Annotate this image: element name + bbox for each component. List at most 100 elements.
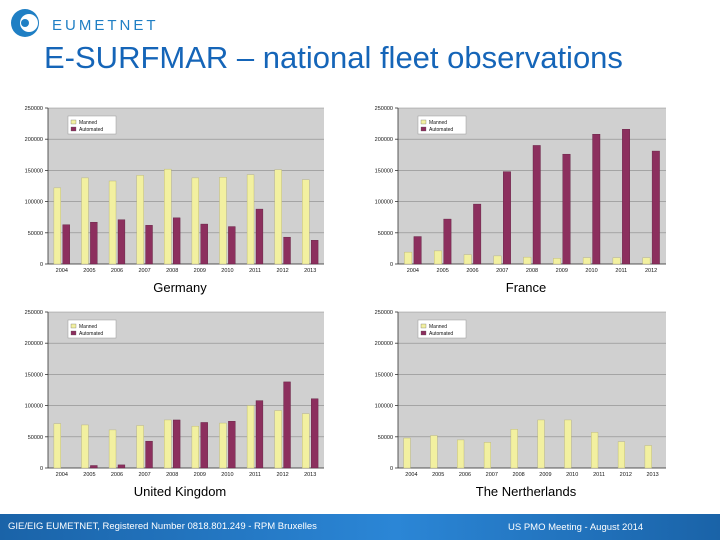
- x-tick-label: 2011: [615, 268, 627, 274]
- bar-manned: [564, 419, 572, 469]
- x-tick-label: 2008: [166, 472, 178, 478]
- x-tick-label: 2005: [437, 268, 449, 274]
- y-tick-label: 50000: [378, 231, 393, 237]
- x-tick-label: 2009: [194, 472, 206, 478]
- x-tick-label: 2012: [620, 472, 632, 478]
- x-tick-label: 2005: [83, 472, 95, 478]
- bar-automated: [283, 381, 291, 469]
- y-tick-label: 200000: [25, 341, 43, 347]
- bar-automated: [172, 217, 181, 265]
- x-tick-label: 2012: [276, 268, 288, 274]
- legend-label-automated: Automated: [429, 331, 453, 337]
- y-tick-label: 50000: [378, 435, 393, 441]
- x-tick-label: 2006: [459, 472, 471, 478]
- legend-swatch-manned: [70, 323, 77, 329]
- x-tick-label: 2004: [405, 472, 417, 478]
- x-tick-label: 2011: [249, 472, 261, 478]
- y-tick-label: 100000: [375, 200, 393, 206]
- bar-manned: [53, 187, 62, 265]
- bar-manned: [591, 432, 599, 469]
- x-tick-label: 2006: [466, 268, 478, 274]
- bar-automated: [228, 226, 236, 265]
- bar-automated: [228, 420, 236, 469]
- y-tick-label: 250000: [375, 310, 393, 316]
- bar-manned: [302, 413, 310, 469]
- x-tick-label: 2007: [486, 472, 498, 478]
- eumetnet-logo: EUMETNET: [8, 6, 168, 40]
- bar-manned: [644, 445, 652, 469]
- bar-automated: [90, 221, 98, 265]
- legend-box: [417, 115, 467, 135]
- bar-automated: [255, 208, 264, 265]
- x-tick-label: 2013: [304, 472, 316, 478]
- bar-automated: [145, 225, 153, 265]
- bar-manned: [430, 435, 438, 469]
- bar-manned: [191, 425, 199, 469]
- x-tick-label: 2007: [138, 268, 150, 274]
- y-tick-label: 150000: [25, 372, 43, 378]
- x-tick-label: 2006: [111, 472, 123, 478]
- legend-swatch-automated: [420, 330, 427, 336]
- bar-manned: [434, 250, 442, 265]
- bar-automated: [592, 134, 601, 265]
- bar-automated: [283, 236, 291, 265]
- x-tick-label: 2007: [138, 472, 150, 478]
- bar-manned: [164, 168, 172, 265]
- bar-manned: [108, 429, 117, 469]
- bar-manned: [463, 254, 472, 265]
- bar-automated: [443, 218, 452, 265]
- bar-manned: [537, 419, 545, 469]
- legend-label-manned: Manned: [79, 324, 97, 330]
- legend-box: [417, 319, 467, 339]
- bar-manned: [164, 419, 172, 469]
- x-tick-label: 2008: [512, 472, 524, 478]
- y-tick-label: 150000: [375, 372, 393, 378]
- bar-manned: [483, 442, 491, 469]
- bar-automated: [503, 171, 511, 265]
- bar-manned: [81, 424, 89, 469]
- y-tick-label: 0: [390, 262, 393, 268]
- bar-automated: [90, 465, 98, 469]
- bar-manned: [642, 257, 651, 265]
- eumetnet-logo-icon: [11, 9, 39, 37]
- legend-swatch-manned: [70, 119, 77, 125]
- bar-automated: [651, 150, 660, 265]
- chart-caption-france: France: [505, 280, 547, 295]
- x-tick-label: 2010: [221, 268, 233, 274]
- y-tick-label: 250000: [375, 106, 393, 112]
- x-tick-label: 2006: [111, 268, 123, 274]
- chart-caption-netherlands: The Nertherlands: [475, 484, 577, 499]
- y-tick-label: 100000: [25, 200, 43, 206]
- bar-manned: [191, 177, 199, 265]
- bar-manned: [612, 257, 621, 265]
- x-tick-label: 2010: [221, 472, 233, 478]
- y-tick-label: 0: [390, 466, 393, 472]
- bar-manned: [523, 256, 532, 265]
- x-tick-label: 2008: [166, 268, 178, 274]
- bar-automated: [62, 224, 70, 265]
- y-tick-label: 100000: [25, 404, 43, 410]
- legend-box: [67, 115, 117, 135]
- x-tick-label: 2009: [539, 472, 551, 478]
- footer-meeting-text: US PMO Meeting - August 2014: [508, 522, 644, 533]
- chart-germany: 0 50000 100000 150000 200000 250000 2004 2005 20…: [25, 106, 324, 274]
- chart-netherlands: 0 50000 100000 150000 200000 250000 2004 2005 20…: [375, 310, 666, 478]
- logo-text: EUMETNET: [52, 17, 159, 34]
- bar-manned: [136, 425, 144, 469]
- y-tick-label: 50000: [28, 231, 43, 237]
- bar-automated: [117, 464, 126, 469]
- legend-swatch-manned: [420, 323, 427, 329]
- x-tick-label: 2004: [56, 472, 68, 478]
- x-tick-label: 2011: [249, 268, 261, 274]
- bar-automated: [473, 203, 482, 265]
- bar-automated: [255, 400, 264, 469]
- legend-label-manned: Manned: [429, 120, 447, 126]
- bar-manned: [136, 175, 144, 265]
- chart-united-kingdom: 0 50000 100000 150000 200000 250000 2004 2005 20…: [25, 310, 324, 478]
- footer-registration-text: GIE/EIG EUMETNET, Registered Number 0818…: [8, 521, 317, 532]
- legend-label-automated: Automated: [79, 127, 103, 133]
- bar-automated: [413, 236, 422, 265]
- y-tick-label: 150000: [375, 168, 393, 174]
- x-tick-label: 2013: [646, 472, 658, 478]
- bar-automated: [311, 240, 319, 265]
